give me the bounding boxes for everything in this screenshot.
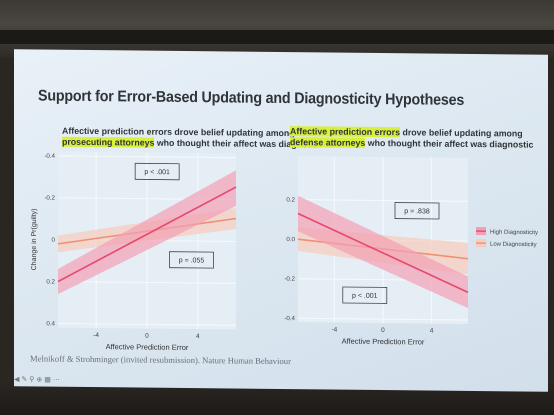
grid-line-y (298, 199, 468, 202)
series-line-high (57, 186, 237, 283)
presentation-toolbar[interactable]: ◀✎⚲⊕▦⋯ (14, 375, 62, 384)
y-tick-label: -0.4 (44, 153, 55, 160)
ci-band-high (298, 195, 468, 309)
p-value-label: p < .001 (352, 293, 378, 300)
series-line-high (297, 212, 469, 294)
legend-label-low: Low Diagnosticity (490, 242, 537, 248)
y-tick-label: -0.2 (44, 195, 55, 202)
chart-left: -4 0 4 -0.4 -0.2 0 0.2 0.4 p < .001 p = .055 Affec… (31, 151, 538, 352)
x-tick-label: 4 (430, 328, 434, 335)
ceiling (0, 0, 554, 58)
y-tick-label: -0.2 (284, 276, 295, 283)
grid-line-y (298, 317, 468, 321)
more-icon[interactable]: ⋯ (52, 376, 62, 384)
y-tick-label: 0.2 (286, 197, 295, 204)
y-tick-label: -0.4 (284, 315, 295, 322)
projection-screen: Support for Error-Based Updating and Dia… (14, 49, 548, 392)
p-value-label: p = .838 (404, 208, 430, 215)
x-axis-label: Affective Prediction Error (342, 337, 425, 347)
grid-line-y (58, 281, 236, 284)
x-tick-label: 0 (381, 327, 385, 334)
y-tick-label: 0 (52, 237, 56, 244)
y-tick-label: 0.2 (46, 278, 55, 285)
x-axis-label: Affective Prediction Error (106, 342, 189, 352)
x-tick-label: 0 (145, 333, 149, 340)
p-value-box (342, 286, 388, 304)
x-tick-label: -4 (332, 327, 338, 334)
p-value-box (169, 251, 214, 269)
x-tick-label: 4 (196, 333, 200, 340)
y-tick-label: 0.0 (286, 236, 295, 243)
x-tick-label: -4 (93, 332, 99, 339)
projector-rail (0, 30, 554, 44)
legend-label-high: High Diagnosticity (490, 230, 538, 237)
p-value-label: p < .001 (144, 169, 170, 176)
p-value-label: p = .055 (179, 257, 205, 264)
grid-line-y (58, 155, 236, 159)
p-value-box (394, 202, 440, 220)
y-tick-label: 0.4 (46, 320, 55, 327)
ci-band-high (58, 170, 236, 295)
grid-icon[interactable]: ▦ (44, 376, 53, 384)
grid-line-y (58, 322, 236, 326)
y-axis-label: Change in Pr(guilty) (31, 208, 38, 270)
p-value-box (134, 162, 180, 181)
